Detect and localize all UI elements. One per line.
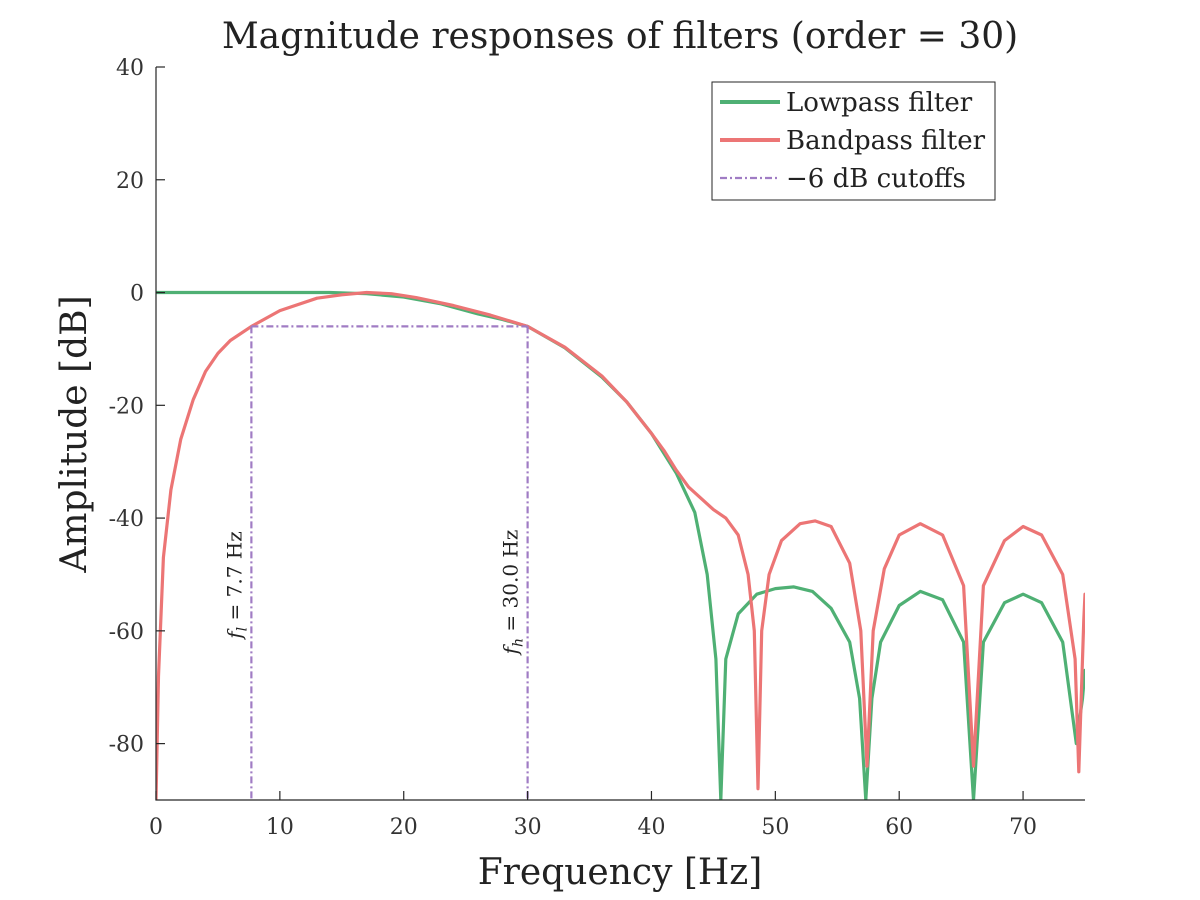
x-tick-label: 0 (149, 815, 163, 840)
x-axis-label: Frequency [Hz] (478, 852, 763, 893)
x-tick-label: 10 (266, 815, 294, 840)
cutoff-annotation-low: fl = 7.7 Hz (222, 531, 250, 641)
legend-entry: Bandpass filter (720, 126, 986, 156)
y-tick-label: -40 (109, 507, 144, 532)
legend-entry: Lowpass filter (720, 88, 973, 118)
x-tick-label: 40 (637, 815, 665, 840)
legend-label: Bandpass filter (786, 126, 986, 156)
chart-title: Magnitude responses of filters (order = … (222, 16, 1018, 57)
series-line-bandpass (156, 290, 1085, 800)
legend-entry: −6 dB cutoffs (720, 164, 966, 194)
plot-area (156, 290, 1085, 800)
y-axis-label: Amplitude [dB] (54, 295, 95, 573)
legend-label: Lowpass filter (786, 88, 973, 118)
legend: Lowpass filter Bandpass filter −6 dB cutof… (711, 81, 996, 201)
y-tick-label: -60 (109, 620, 144, 645)
legend-label: −6 dB cutoffs (786, 164, 966, 194)
y-tick-label: 0 (130, 282, 144, 307)
axes: 0 10 20 30 40 50 60 70 40 20 0 -20 -40 -60 -80 (109, 56, 1085, 840)
cutoff-annotations: fl = 7.7 Hz fh = 30.0 Hz (222, 530, 526, 657)
y-tick-label: -20 (109, 394, 144, 419)
x-tick-label: 30 (514, 815, 542, 840)
x-tick-label: 70 (1009, 815, 1037, 840)
y-tick-label: 20 (116, 169, 144, 194)
x-tick-label: 60 (885, 815, 913, 840)
cutoff-annotation-high: fh = 30.0 Hz (499, 530, 527, 657)
y-tick-label: -80 (109, 733, 144, 758)
y-tick-label: 40 (116, 56, 144, 81)
x-tick-label: 50 (761, 815, 789, 840)
x-tick-label: 20 (390, 815, 418, 840)
